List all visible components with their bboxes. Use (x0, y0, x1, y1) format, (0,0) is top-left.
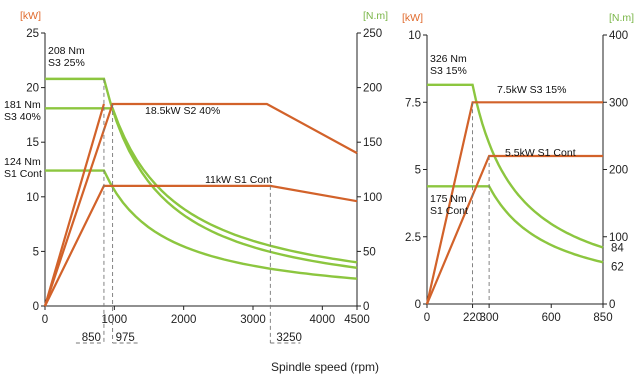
chart2-y-right-tick-label: 100 (609, 232, 628, 244)
chart2-y-right-tick-label: 300 (609, 97, 628, 109)
chart2-annotation: 326 Nm (430, 53, 467, 65)
chart1-marker-label: 975 (116, 332, 135, 344)
chart2-annotation: S1 Cont (430, 205, 468, 217)
chart1-x-tick-label: 1000 (102, 314, 128, 326)
chart2-annotation: 7.5kW S3 15% (497, 84, 566, 96)
chart2-power-line (425, 154, 603, 305)
chart1-y-right-tick-label: 100 (363, 192, 382, 204)
chart2-torque-line (427, 83, 604, 249)
chart1-y-left-tick-label: 5 (33, 246, 39, 258)
chart2-end-label: 62 (611, 261, 624, 273)
chart1-torque-line (45, 169, 358, 280)
chart1-power-line (44, 184, 358, 307)
chart2-y-left-tick-label: 7.5 (405, 97, 421, 109)
chart1-marker-label: 850 (82, 332, 101, 344)
chart1-y-left-tick-label: 25 (26, 28, 39, 40)
chart2-annotation: 175 Nm (430, 193, 467, 205)
chart2-end-label: 84 (611, 243, 624, 255)
chart1-x-tick-label: 3000 (240, 314, 266, 326)
chart2-y-left-tick-label: 10 (408, 30, 421, 42)
chart2-y-right-tick-label: 200 (609, 165, 628, 177)
chart2-x-tick-label: 300 (480, 312, 499, 324)
chart1-left-unit: [kW] (20, 10, 41, 22)
chart1-annotation: 181 Nm (4, 99, 41, 111)
chart2-x-tick-label: 850 (593, 312, 612, 324)
chart2-y-left-tick-label: 0 (415, 299, 421, 311)
chart2-left-unit: [kW] (402, 12, 423, 24)
chart2-y-right-tick-label: 400 (609, 30, 628, 42)
chart2-x-tick-label: 600 (542, 312, 561, 324)
chart1-y-right-tick-label: 50 (363, 246, 376, 258)
chart2-annotation: S3 15% (430, 65, 467, 77)
chart1-power-line (43, 103, 105, 307)
chart2-x-tick-label: 220 (463, 312, 482, 324)
chart1-x-tick-label: 4000 (310, 314, 336, 326)
chart1-y-right-tick-label: 200 (363, 83, 382, 95)
chart1-annotation: S1 Cont (4, 168, 42, 180)
chart1-annotation: S3 40% (4, 111, 41, 123)
x-axis-title: Spindle speed (rpm) (271, 360, 379, 374)
chart2-annotation: 5.5kW S1 Cont (505, 147, 576, 159)
chart1-right-unit: [N.m] (363, 10, 388, 22)
chart1-torque-line (45, 107, 358, 264)
chart1-annotation: 124 Nm (4, 156, 41, 168)
chart1-annotation: 208 Nm (48, 45, 85, 57)
chart2-y-right-tick-label: 0 (609, 299, 615, 311)
chart2-y-left-tick-label: 5 (415, 165, 421, 177)
chart1-annotation: S3 25% (48, 57, 85, 69)
chart1-marker-label: 3250 (276, 332, 302, 344)
chart1-y-right-tick-label: 150 (363, 137, 382, 149)
chart1-annotation: 11kW S1 Cont (205, 174, 272, 186)
chart2-torque-line (427, 185, 604, 264)
chart1-y-left-tick-label: 15 (26, 137, 39, 149)
chart1-y-right-tick-label: 0 (363, 301, 369, 313)
chart2-x-tick-label: 0 (424, 312, 430, 324)
chart1-x-tick-label: 4500 (344, 314, 370, 326)
chart1-y-right-tick-label: 250 (363, 28, 382, 40)
chart1-x-tick-label: 0 (42, 314, 48, 326)
chart1-annotation: 18.5kW S2 40% (145, 105, 220, 117)
chart2-y-left-tick-label: 2.5 (405, 232, 421, 244)
chart1-y-left-tick-label: 20 (26, 83, 39, 95)
chart1-x-tick-label: 2000 (171, 314, 197, 326)
chart1-power-line (43, 102, 358, 307)
chart1-y-left-tick-label: 0 (33, 301, 39, 313)
chart2-right-unit: [N.m] (609, 12, 634, 24)
chart1-torque-line (45, 77, 358, 269)
chart1-y-left-tick-label: 10 (26, 192, 39, 204)
